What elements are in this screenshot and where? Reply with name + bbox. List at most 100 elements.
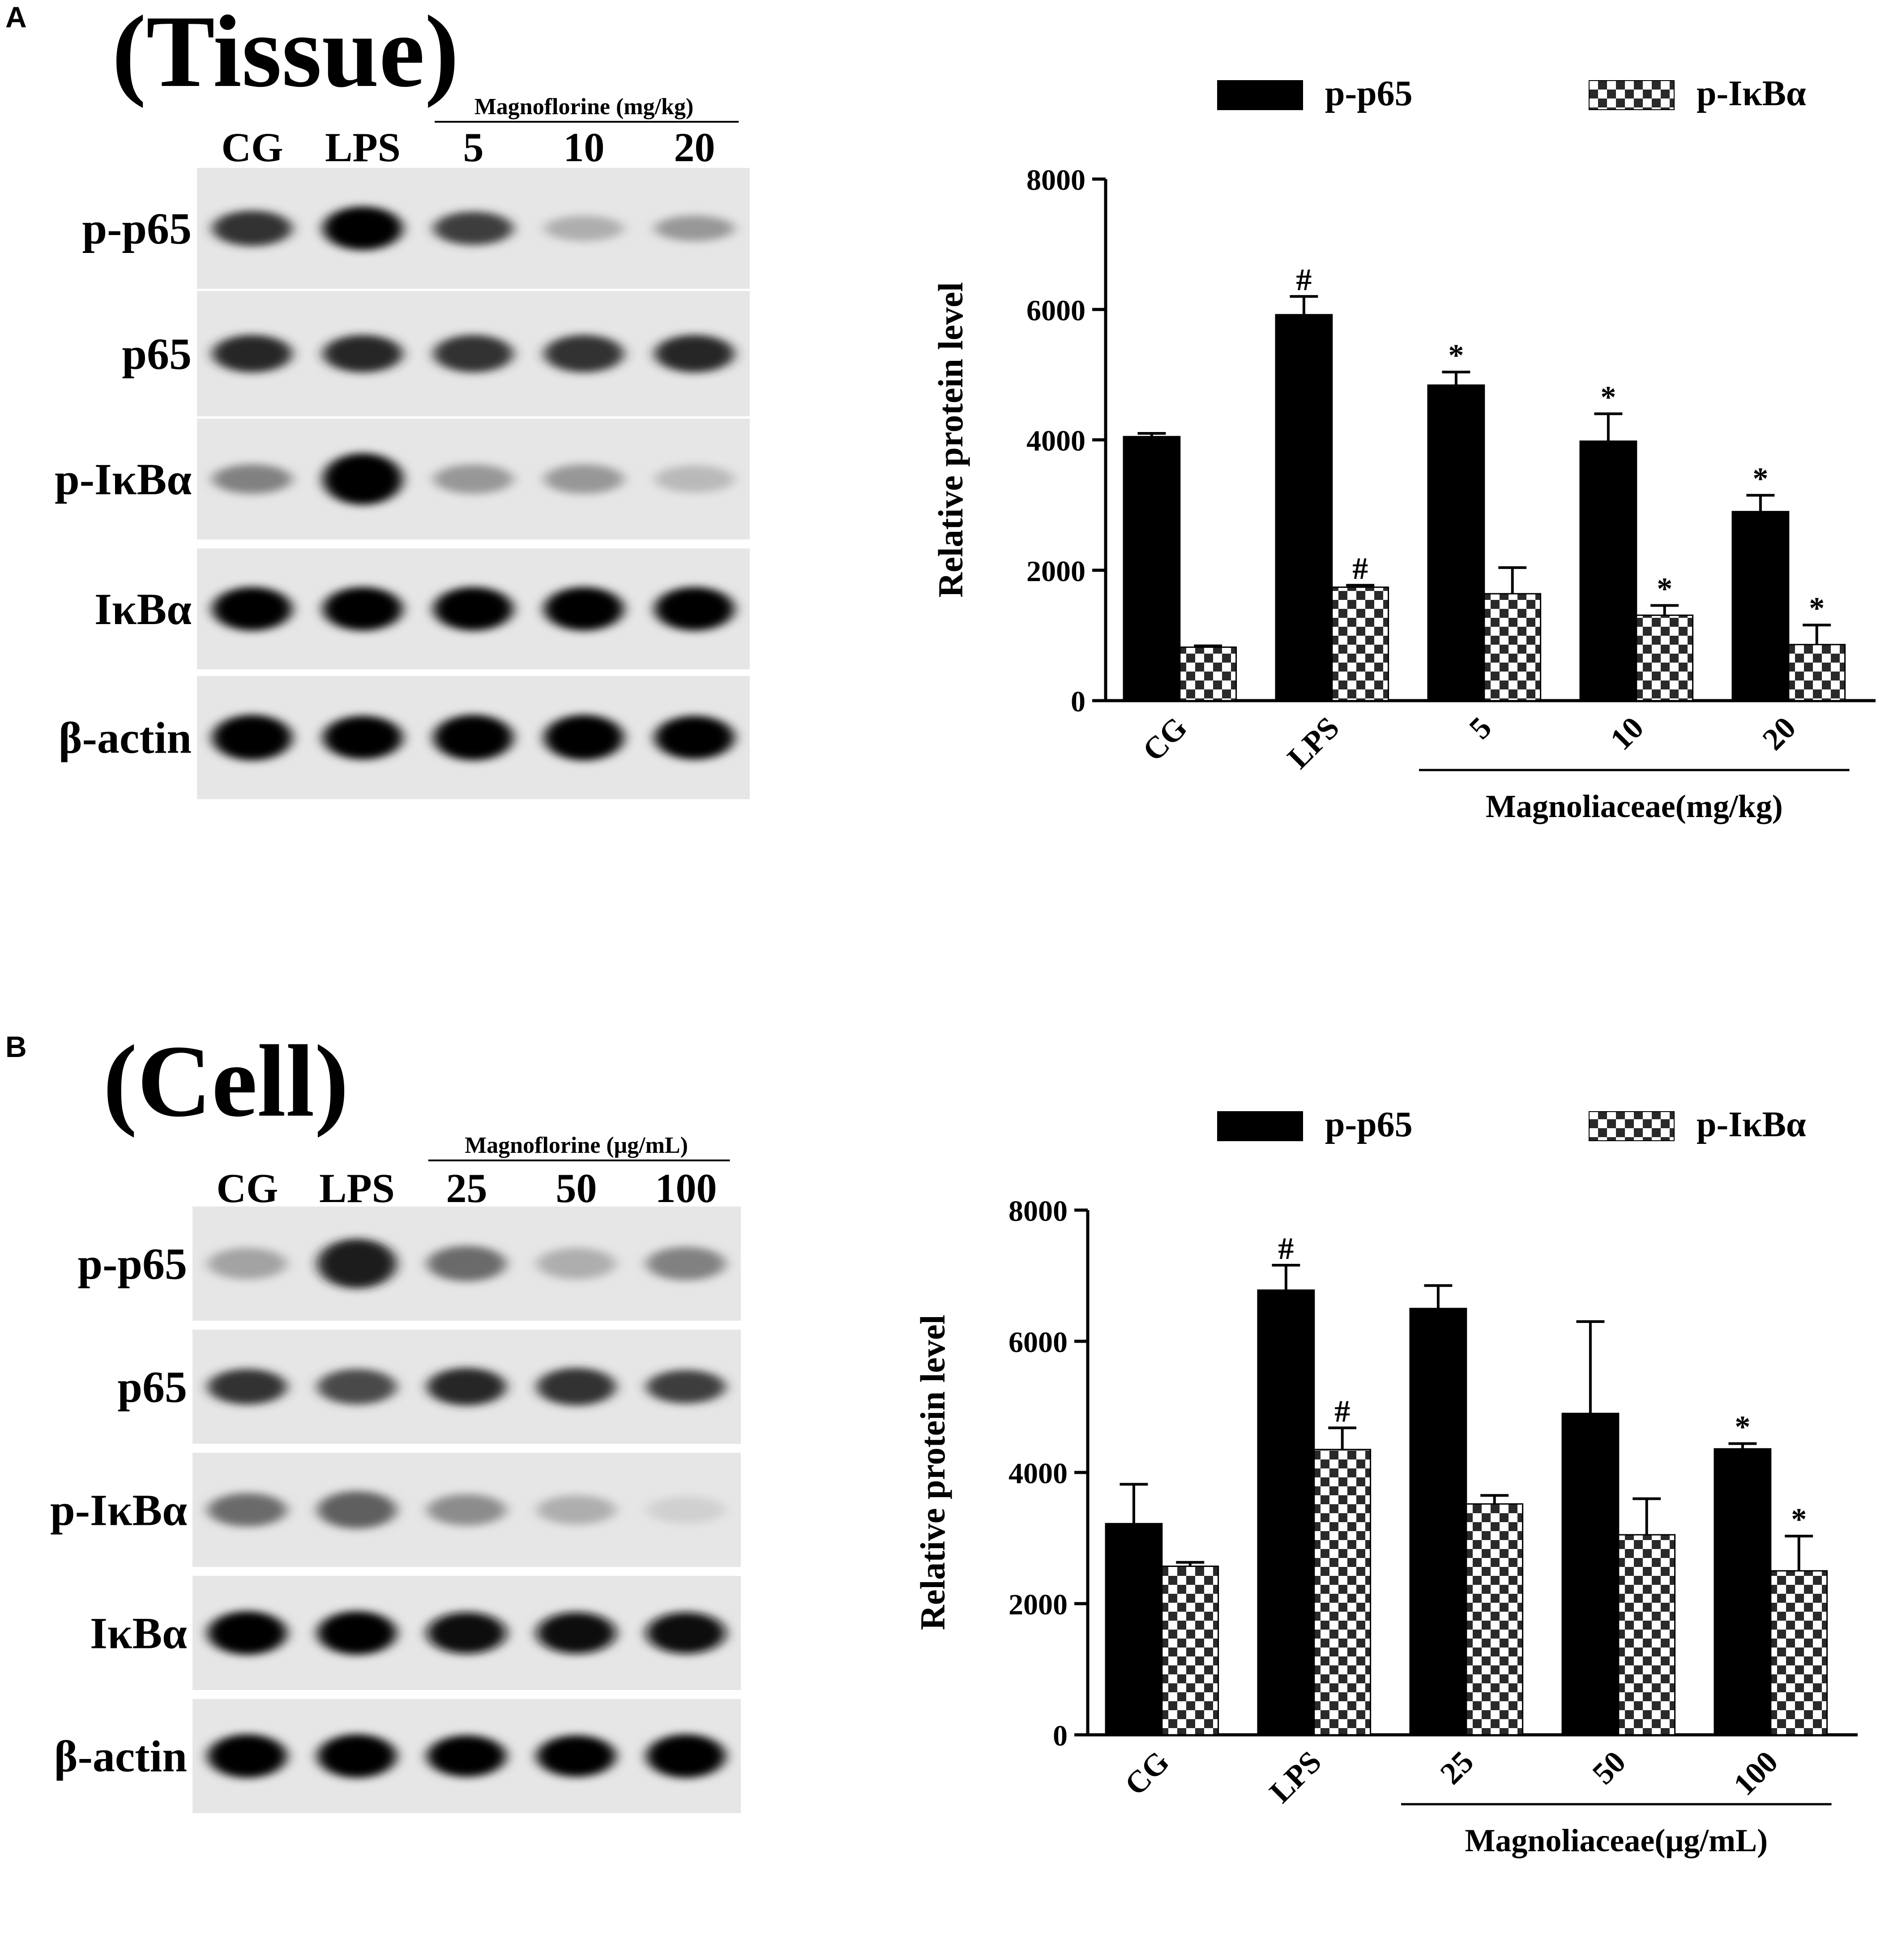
band bbox=[646, 1370, 726, 1404]
band bbox=[433, 335, 513, 372]
lane-label: LPS bbox=[325, 124, 401, 170]
band bbox=[427, 1735, 506, 1777]
y-tick-label: 0 bbox=[1053, 1720, 1068, 1752]
lane-label: LPS bbox=[319, 1165, 395, 1211]
legend-swatch bbox=[1589, 80, 1675, 110]
band bbox=[654, 715, 735, 760]
bar bbox=[1788, 644, 1846, 702]
band bbox=[654, 465, 735, 493]
lane-label: 10 bbox=[564, 124, 605, 170]
band bbox=[317, 1369, 397, 1405]
group-label: Magnoliaceae(μg/mL) bbox=[1465, 1823, 1768, 1858]
bar-chart: p-p65 p-IκBα 0 2000 4000 6000 8000 Relative pro… bbox=[913, 1105, 1858, 1858]
band bbox=[646, 1734, 726, 1778]
band bbox=[654, 587, 735, 631]
band-group bbox=[212, 715, 735, 761]
bar bbox=[1257, 1289, 1315, 1736]
band bbox=[646, 1496, 726, 1524]
protein-label: p65 bbox=[122, 329, 192, 379]
bar bbox=[1483, 593, 1542, 702]
y-tick-label: 2000 bbox=[1026, 555, 1086, 588]
bar bbox=[1636, 614, 1694, 702]
significance-mark: * bbox=[1657, 572, 1672, 606]
band bbox=[208, 1734, 287, 1778]
lane-label: CG bbox=[222, 124, 283, 170]
band bbox=[544, 587, 624, 631]
band bbox=[208, 1493, 287, 1527]
y-tick-label: 8000 bbox=[1009, 1195, 1068, 1228]
x-tick-label: 20 bbox=[1756, 710, 1803, 757]
panel-a: A (Tissue) Magnoflorine (mg/kg) CG LPS 5 10 2… bbox=[0, 0, 1889, 930]
band-group bbox=[212, 335, 735, 372]
band bbox=[212, 715, 292, 761]
significance-mark: # bbox=[1296, 263, 1312, 297]
band-group bbox=[208, 1368, 726, 1406]
bar-chart: p-p65 p-IκBα 0 2000 4000 6000 8000 Relative pro… bbox=[931, 74, 1876, 824]
lane-label: CG bbox=[217, 1165, 278, 1211]
significance-mark: # bbox=[1334, 1394, 1350, 1429]
significance-mark: * bbox=[1791, 1502, 1807, 1537]
y-tick-label: 0 bbox=[1071, 685, 1086, 718]
band-group bbox=[208, 1611, 726, 1655]
bar bbox=[1714, 1448, 1772, 1736]
legend-swatch bbox=[1589, 1111, 1675, 1141]
bar bbox=[1409, 1308, 1467, 1736]
bar bbox=[1161, 1565, 1219, 1736]
band bbox=[433, 464, 513, 494]
band bbox=[537, 1612, 616, 1654]
group-label: Magnoliaceae(mg/kg) bbox=[1486, 788, 1783, 824]
band bbox=[654, 215, 735, 241]
band bbox=[654, 335, 735, 372]
treatment-label: Magnoflorine (μg/mL) bbox=[465, 1133, 688, 1158]
band bbox=[323, 453, 403, 505]
band-group bbox=[208, 1734, 726, 1778]
band bbox=[317, 1611, 397, 1655]
significance-mark: * bbox=[1809, 591, 1825, 626]
protein-label: p-IκBα bbox=[55, 454, 192, 504]
band bbox=[427, 1494, 506, 1526]
lane-label: 25 bbox=[446, 1165, 487, 1211]
bar bbox=[1105, 1523, 1163, 1736]
band bbox=[208, 1248, 287, 1280]
bar bbox=[1579, 440, 1637, 702]
band bbox=[544, 335, 624, 372]
bar bbox=[1275, 314, 1333, 702]
treatment-label: Magnoflorine (mg/kg) bbox=[474, 94, 694, 120]
bar bbox=[1466, 1503, 1524, 1736]
legend-swatch bbox=[1217, 1111, 1303, 1141]
legend-label: p-IκBα bbox=[1697, 74, 1806, 113]
band bbox=[317, 1491, 397, 1529]
band bbox=[208, 1369, 287, 1405]
protein-label: p-p65 bbox=[82, 204, 192, 253]
x-tick-label: CG bbox=[1136, 710, 1194, 768]
band bbox=[433, 587, 513, 631]
protein-label: p-IκBα bbox=[50, 1485, 187, 1535]
legend-swatch bbox=[1217, 80, 1303, 110]
band bbox=[544, 215, 624, 241]
x-tick-label: LPS bbox=[1263, 1745, 1328, 1810]
band bbox=[537, 1368, 616, 1406]
band bbox=[323, 206, 403, 250]
band bbox=[208, 1611, 287, 1655]
band bbox=[537, 1248, 616, 1280]
significance-mark: * bbox=[1600, 380, 1616, 415]
band bbox=[427, 1245, 506, 1282]
protein-label: β-actin bbox=[54, 1732, 187, 1781]
band bbox=[212, 335, 292, 372]
y-tick-label: 6000 bbox=[1026, 294, 1086, 327]
bar bbox=[1561, 1412, 1620, 1736]
x-tick-label: 10 bbox=[1604, 710, 1650, 757]
band-group bbox=[208, 1239, 726, 1288]
x-tick-label: 5 bbox=[1463, 710, 1498, 746]
bar bbox=[1313, 1449, 1372, 1736]
band bbox=[433, 211, 513, 245]
y-tick-label: 6000 bbox=[1009, 1326, 1068, 1359]
x-tick-label: 100 bbox=[1727, 1745, 1785, 1802]
band-group bbox=[212, 206, 735, 250]
y-tick-label: 8000 bbox=[1026, 164, 1086, 197]
bar bbox=[1331, 586, 1389, 702]
significance-mark: * bbox=[1752, 462, 1768, 496]
legend-label: p-p65 bbox=[1325, 1105, 1413, 1144]
band bbox=[427, 1612, 506, 1654]
panel-b: B (Cell) Magnoflorine (μg/mL) CG LPS 25 50 10… bbox=[0, 1030, 1889, 1960]
